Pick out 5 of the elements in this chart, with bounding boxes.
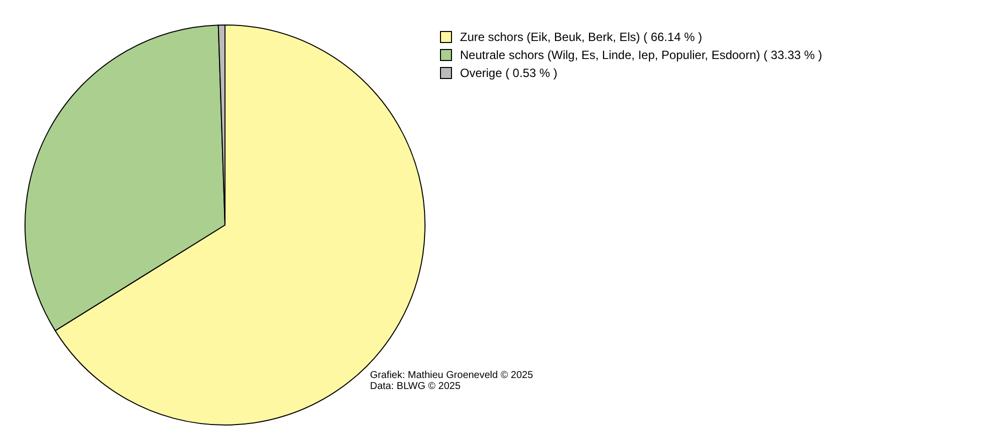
legend-label: Zure schors (Eik, Beuk, Berk, Els) ( 66.14 % ) <box>460 30 702 44</box>
legend-label: Overige ( 0.53 % ) <box>460 66 558 80</box>
legend-label: Neutrale schors (Wilg, Es, Linde, Iep, Populier, Esdoorn) ( 33.33 % ) <box>460 48 822 62</box>
text: Grafiek: Mathieu Groeneveld © 2025 <box>370 370 534 381</box>
text: Data: BLWG © 2025 <box>370 381 462 392</box>
